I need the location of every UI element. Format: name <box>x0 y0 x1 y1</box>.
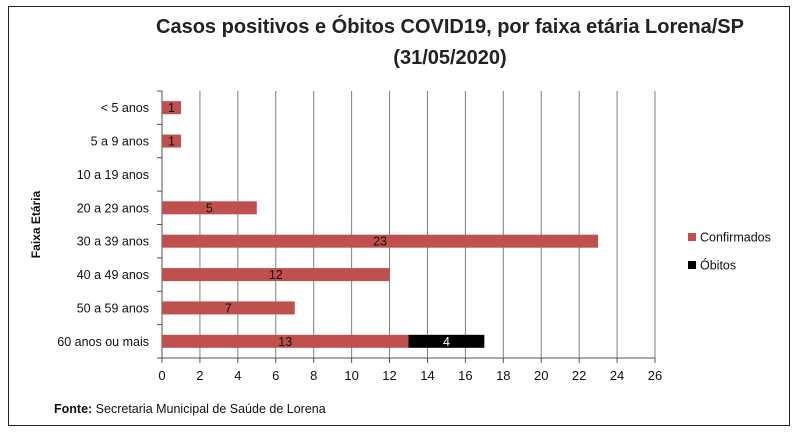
data-label: 7 <box>225 301 232 315</box>
x-tick-label: 2 <box>196 368 203 383</box>
category-label: 50 a 59 anos <box>77 301 149 315</box>
legend-swatch <box>688 261 696 269</box>
data-label: 23 <box>373 235 387 249</box>
chart-title-date: (31/05/2020) <box>393 47 507 69</box>
x-tick-label: 26 <box>648 368 662 383</box>
x-tick-label: 8 <box>310 368 317 383</box>
category-label: 60 anos ou mais <box>57 335 149 349</box>
category-label: 20 a 29 anos <box>77 201 149 215</box>
category-label: 10 a 19 anos <box>77 168 149 182</box>
source-label: Fonte: <box>54 402 93 416</box>
x-tick-label: 16 <box>458 368 472 383</box>
data-label: 12 <box>269 268 283 282</box>
legend-swatch <box>688 233 696 241</box>
category-label: < 5 anos <box>101 101 149 115</box>
bar-confirmados <box>162 234 599 248</box>
bar-confirmados <box>162 134 181 148</box>
legend-label: Óbitos <box>700 258 736 273</box>
x-tick-label: 18 <box>496 368 510 383</box>
x-tick-label: 0 <box>158 368 165 383</box>
bar-confirmados <box>162 268 390 282</box>
bar-confirmados <box>162 201 257 215</box>
source-note: Fonte: Secretaria Municipal de Saúde de … <box>54 402 326 416</box>
data-label: 4 <box>443 335 450 349</box>
data-label: 1 <box>168 135 175 149</box>
chart-title: Casos positivos e Óbitos COVID19, por fa… <box>156 16 744 38</box>
bar-confirmados <box>162 301 295 315</box>
bar-obitos <box>408 334 485 348</box>
x-tick-label: 22 <box>572 368 586 383</box>
bar-confirmados <box>162 334 409 348</box>
chart-frame <box>8 6 790 426</box>
x-tick-label: 14 <box>420 368 434 383</box>
x-tick-label: 12 <box>382 368 396 383</box>
x-tick-label: 6 <box>272 368 279 383</box>
data-label: 13 <box>278 335 292 349</box>
x-tick-label: 10 <box>344 368 358 383</box>
data-label: 1 <box>168 101 175 115</box>
category-label: 30 a 39 anos <box>77 235 149 249</box>
x-tick-label: 20 <box>534 368 548 383</box>
x-tick-label: 24 <box>610 368 624 383</box>
y-axis-title: Faixa Etária <box>29 190 43 258</box>
category-label: 40 a 49 anos <box>77 268 149 282</box>
category-label: 5 a 9 anos <box>91 135 149 149</box>
source-text: Secretaria Municipal de Saúde de Lorena <box>95 402 326 416</box>
legend-label: Confirmados <box>700 231 771 245</box>
x-tick-label: 4 <box>234 368 241 383</box>
bar-confirmados <box>162 101 181 115</box>
data-label: 5 <box>206 201 213 215</box>
